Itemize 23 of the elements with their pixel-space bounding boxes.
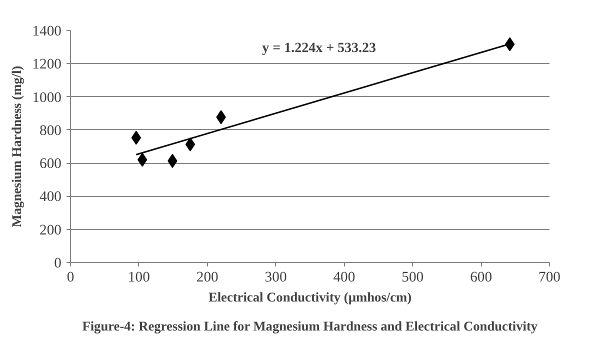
point — [504, 37, 515, 52]
x-tick-label: 600 — [470, 270, 492, 286]
y-tick-label: 1200 — [32, 56, 62, 73]
point — [131, 130, 142, 145]
y-tick-label: 1400 — [32, 24, 62, 40]
y-tick-label: 200 — [40, 222, 62, 238]
x-axis-title: Electrical Conductivity (µmhos/cm) — [208, 290, 412, 304]
y-tick-label: 0 — [54, 256, 62, 272]
x-tick-label: 700 — [538, 270, 560, 286]
y-tick-label: 600 — [40, 156, 62, 172]
y-axis-title: Magnesium Hardness (mg/l) — [9, 66, 24, 228]
x-tick-label: 200 — [196, 270, 218, 286]
x-tick-label: 100 — [128, 270, 150, 286]
x-tick-label: 400 — [333, 270, 356, 286]
text: Figure-4: Regression Line for Magnesium Hardness and Electrical Conductivity — [82, 318, 538, 334]
x-tick-label: 300 — [264, 270, 287, 286]
y-tick-label: 400 — [40, 189, 62, 206]
x-tick-label: 0 — [66, 270, 74, 286]
annotation: y = 1.224x + 533.23 — [262, 41, 376, 56]
point — [185, 137, 196, 152]
y-tick-label: 800 — [40, 122, 62, 139]
x-tick-label: 500 — [402, 270, 424, 286]
y-tick-label: 1000 — [32, 90, 62, 106]
